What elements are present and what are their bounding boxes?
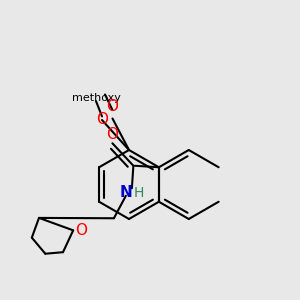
Text: H: H bbox=[134, 186, 144, 200]
Text: N: N bbox=[119, 185, 132, 200]
Text: O: O bbox=[96, 112, 108, 128]
Text: methoxy: methoxy bbox=[72, 92, 120, 103]
Text: O: O bbox=[75, 223, 87, 238]
Text: O: O bbox=[106, 99, 119, 114]
Text: O: O bbox=[106, 127, 119, 142]
